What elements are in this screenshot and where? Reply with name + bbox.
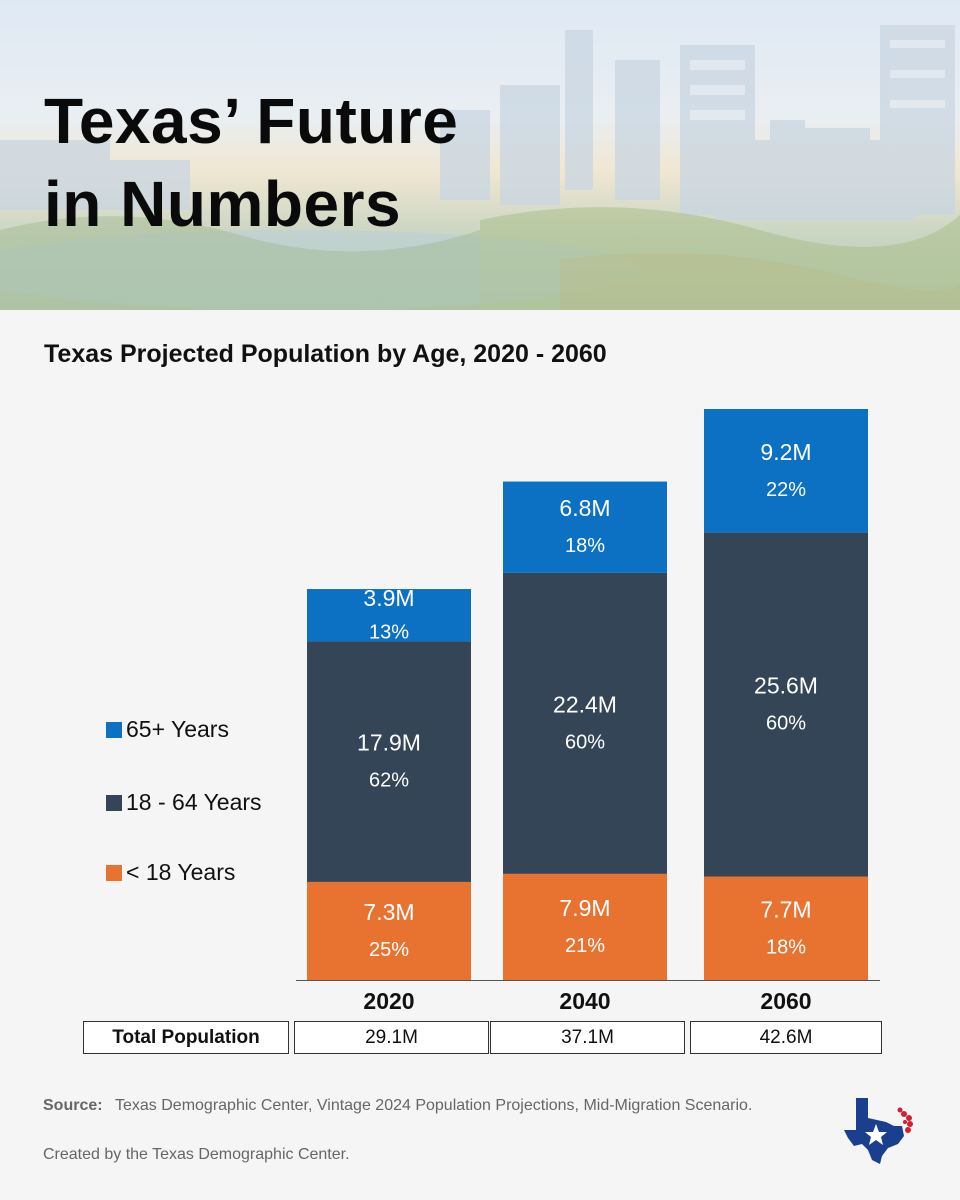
percent-label-2020-18-64: 62%: [369, 770, 409, 792]
bar-2040-under-18: [503, 873, 667, 980]
value-label-2060-under-18: 7.7M: [760, 896, 811, 922]
value-label-2020-65-plus: 3.9M: [363, 585, 414, 611]
bar-2020-under-18: [307, 881, 471, 980]
total-population-2060: 42.6M: [690, 1021, 882, 1054]
legend-swatch-18-64: [106, 794, 122, 811]
texas-star-logo-icon: [844, 1098, 913, 1164]
chart-title: Texas Projected Population by Age, 2020 …: [44, 340, 607, 368]
austin-skyline-image: [0, 25, 960, 310]
credit-note: Created by the Texas Demographic Center.: [43, 1146, 350, 1163]
total-population-label: Total Population: [83, 1021, 289, 1054]
value-label-2060-18-64: 25.6M: [754, 673, 818, 699]
value-label-2060-65-plus: 9.2M: [760, 439, 811, 465]
source-label: Source:: [43, 1097, 103, 1114]
value-label-2040-18-64: 22.4M: [553, 691, 617, 717]
legend-swatch-under-18: [106, 864, 122, 881]
hero-banner: Texas’ Future in Numbers: [0, 0, 960, 310]
legend-label-18-64: 18 - 64 Years: [126, 789, 262, 815]
legend-item-65-plus: 65+ Years: [106, 716, 229, 743]
bar-2040-65-plus: [503, 481, 667, 573]
percent-label-2020-under-18: 25%: [369, 939, 409, 961]
source-note: Source: Texas Demographic Center, Vintag…: [43, 1096, 823, 1116]
percent-label-2060-65-plus: 22%: [766, 479, 806, 501]
legend-swatch-65-plus: [106, 721, 122, 738]
percent-label-2060-18-64: 60%: [766, 713, 806, 735]
value-label-2040-65-plus: 6.8M: [559, 495, 610, 521]
percent-label-2020-65-plus: 13%: [369, 621, 409, 643]
page-title: Texas’ Future in Numbers: [44, 80, 458, 246]
x-tick-label-2020: 2020: [363, 988, 414, 1014]
total-population-2040: 37.1M: [490, 1021, 685, 1054]
bar-2060-under-18: [704, 876, 868, 980]
bar-2060-18-64: [704, 532, 868, 877]
percent-label-2060-under-18: 18%: [766, 936, 806, 958]
value-label-2040-under-18: 7.9M: [559, 895, 610, 921]
bar-2020-65-plus: [307, 589, 471, 642]
stacked-bar-chart: 7.3M 25% 17.9M 62% 3.9M 13% 2020 7.9M 21% 22.4M 60…: [296, 409, 880, 1014]
page-title-line-2: in Numbers: [44, 168, 402, 241]
total-population-2020: 29.1M: [294, 1021, 489, 1054]
source-text: Texas Demographic Center, Vintage 2024 P…: [115, 1097, 753, 1114]
percent-label-2040-18-64: 60%: [565, 731, 605, 753]
x-tick-label-2040: 2040: [559, 988, 610, 1014]
percent-label-2040-65-plus: 18%: [565, 535, 605, 557]
value-label-2020-under-18: 7.3M: [363, 899, 414, 925]
value-label-2020-18-64: 17.9M: [357, 730, 421, 756]
bar-2060-65-plus: [704, 409, 868, 533]
legend-item-18-64: 18 - 64 Years: [106, 789, 262, 816]
page-title-line-1: Texas’ Future: [44, 85, 459, 157]
percent-label-2040-under-18: 21%: [565, 935, 605, 957]
bar-2040-18-64: [503, 572, 667, 874]
x-tick-label-2060: 2060: [760, 988, 811, 1014]
bar-2020-18-64: [307, 641, 471, 882]
legend-label-under-18: < 18 Years: [126, 859, 236, 885]
legend-item-under-18: < 18 Years: [106, 859, 235, 886]
legend-label-65-plus: 65+ Years: [126, 716, 229, 742]
